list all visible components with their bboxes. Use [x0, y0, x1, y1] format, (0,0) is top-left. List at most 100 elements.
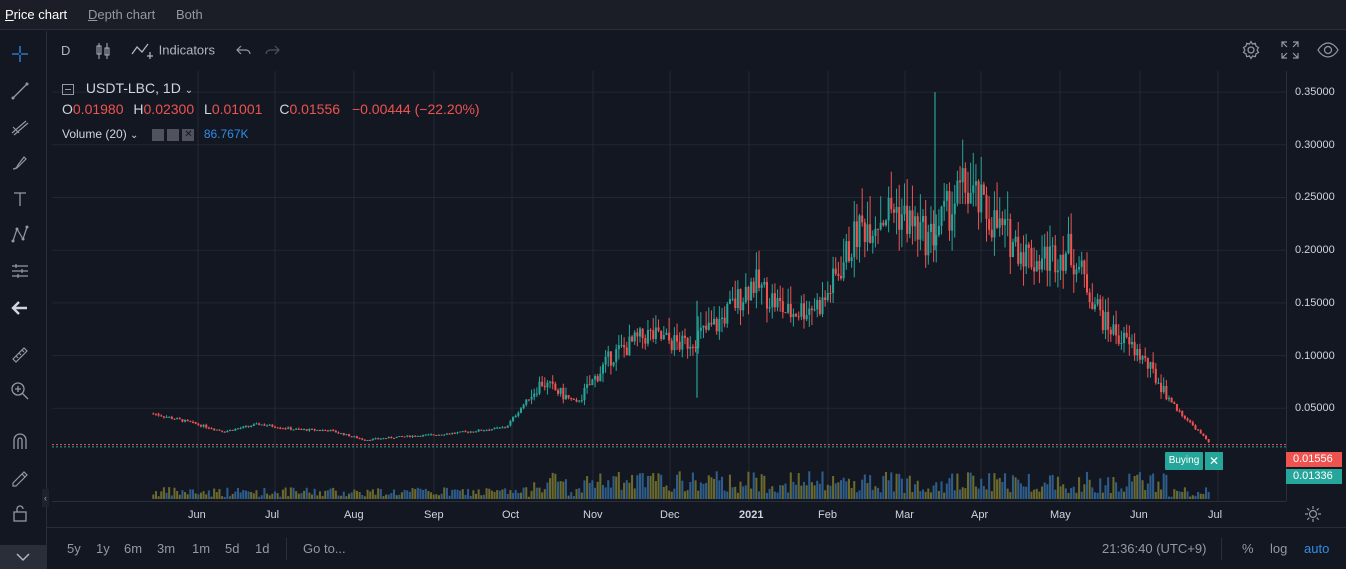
volume-bar — [496, 490, 499, 499]
pattern-icon[interactable] — [10, 225, 30, 245]
goto-date-button[interactable]: Go to... — [303, 541, 346, 556]
arrow-left-icon[interactable] — [10, 298, 30, 318]
cancel-order-button[interactable]: ✕ — [1205, 452, 1223, 470]
tab-both[interactable]: Both — [176, 7, 203, 22]
sidebar-collapse-button[interactable] — [0, 545, 46, 569]
range-1y[interactable]: 1y — [96, 541, 110, 556]
time-tick-label: Jun — [1130, 509, 1148, 521]
sidebar-toggle-handle[interactable]: ‹ — [42, 489, 49, 507]
range-1d[interactable]: 1d — [255, 541, 270, 556]
candle-body — [509, 421, 512, 426]
candle-body — [900, 214, 903, 230]
range-5y[interactable]: 5y — [67, 541, 81, 556]
volume-bar — [668, 490, 671, 499]
volume-bar — [543, 489, 546, 499]
hide-icon[interactable] — [151, 128, 164, 141]
volume-bar — [223, 496, 226, 499]
time-tick-label: 2021 — [739, 509, 764, 521]
candle-body — [1160, 382, 1163, 393]
tab-price-chart[interactable]: Price chart — [5, 7, 68, 22]
indicators-button[interactable]: Indicators — [131, 40, 215, 60]
candle-body — [1138, 348, 1141, 360]
candle-body — [847, 241, 850, 262]
gear-icon[interactable] — [167, 128, 180, 141]
lock-drawing-icon[interactable] — [10, 467, 30, 487]
fib-retracement-icon[interactable] — [10, 117, 30, 137]
volume-bar — [229, 496, 232, 499]
crosshair-icon[interactable] — [10, 44, 30, 64]
range-6m[interactable]: 6m — [124, 541, 143, 556]
candle-body — [437, 434, 441, 436]
candle-body — [496, 427, 499, 429]
redo-button[interactable] — [264, 42, 280, 58]
time-axis[interactable]: Jun Jul Aug Sep Oct Nov Dec 2021 Feb Mar Apr May Jun… — [52, 501, 1286, 526]
volume-bar — [956, 473, 959, 499]
candle-body — [673, 335, 676, 351]
symbol-title[interactable]: USDT-LBC, 1D — [85, 80, 181, 96]
brush-icon[interactable] — [10, 153, 30, 173]
candle-body — [689, 346, 692, 349]
lock-icon[interactable] — [10, 503, 30, 523]
chart-type-button[interactable] — [95, 41, 111, 61]
candle-body — [604, 356, 607, 365]
settings-button[interactable] — [1241, 40, 1261, 60]
interval-selector[interactable]: D — [61, 43, 71, 58]
volume-bar — [887, 480, 890, 499]
volume-label[interactable]: Volume (20) — [62, 127, 127, 141]
candle-body — [1046, 246, 1049, 271]
price-chart-pane[interactable] — [52, 71, 1286, 501]
ruler-icon[interactable] — [10, 345, 30, 365]
candle-body — [969, 192, 972, 204]
candle-body — [284, 428, 287, 430]
volume-bar — [1027, 473, 1030, 499]
volume-bar — [1146, 483, 1149, 499]
trend-line-icon[interactable] — [10, 81, 30, 101]
volume-bar — [977, 488, 980, 499]
fullscreen-button[interactable] — [1280, 40, 1300, 60]
chevron-down-icon[interactable]: ⌄ — [130, 130, 139, 141]
candle-body — [824, 297, 827, 301]
range-1m[interactable]: 1m — [192, 541, 211, 556]
price-axis[interactable]: 0.35000 0.30000 0.25000 0.20000 0.15000 0.100… — [1286, 71, 1346, 501]
volume-bar — [964, 488, 967, 499]
volume-bar — [260, 495, 263, 499]
close-value: 0.01556 — [289, 101, 341, 117]
log-toggle[interactable]: log — [1270, 541, 1288, 556]
volume-value: 86.767K — [203, 127, 249, 141]
collapse-legend-icon[interactable] — [62, 83, 74, 95]
undo-button[interactable] — [236, 42, 252, 58]
axis-settings-button[interactable] — [1304, 505, 1322, 528]
prediction-tool-icon[interactable] — [10, 261, 30, 281]
range-5d[interactable]: 5d — [225, 541, 240, 556]
buying-order-tag[interactable]: Buying — [1165, 452, 1203, 470]
volume-bar — [361, 494, 364, 499]
range-3m[interactable]: 3m — [157, 541, 176, 556]
candlestick-chart[interactable] — [52, 71, 1286, 501]
chevron-down-icon[interactable]: ⌄ — [184, 85, 194, 96]
candle-body — [469, 431, 472, 433]
magnet-icon[interactable] — [10, 431, 30, 451]
candle-body — [525, 399, 528, 405]
visibility-button[interactable] — [1317, 40, 1339, 60]
volume-bar — [279, 496, 282, 499]
close-icon[interactable]: ✕ — [182, 128, 195, 141]
volume-bar — [646, 475, 649, 499]
candle-body — [345, 434, 348, 436]
volume-bar — [599, 473, 602, 499]
candle-body — [633, 332, 636, 342]
volume-bar — [937, 491, 940, 499]
percent-toggle[interactable]: % — [1242, 541, 1254, 556]
candle-body — [1022, 252, 1025, 267]
auto-scale-toggle[interactable]: auto — [1304, 541, 1330, 556]
candle-body — [834, 268, 837, 274]
tab-depth-chart[interactable]: Depth chart — [88, 7, 156, 22]
text-tool-icon[interactable] — [10, 189, 30, 209]
volume-bar — [742, 486, 745, 499]
candle-body — [363, 439, 366, 441]
zoom-in-icon[interactable] — [10, 381, 30, 401]
candle-body — [556, 390, 560, 394]
volume-bar — [633, 488, 636, 499]
candle-body — [1083, 260, 1086, 275]
clock-time[interactable]: 21:36:40 (UTC+9) — [1102, 541, 1207, 556]
volume-bar — [1075, 492, 1078, 499]
